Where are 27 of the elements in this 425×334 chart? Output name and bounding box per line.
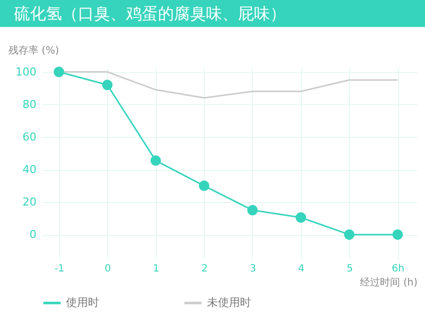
x-axis-title: 经过时间 (h)	[360, 276, 418, 288]
point	[198, 180, 210, 192]
x-tick-label: 5	[346, 264, 353, 274]
y-axis-title: 残存率 (%)	[8, 44, 60, 56]
legend-label: 未使用时	[207, 296, 251, 309]
x-tick-label: 1	[153, 264, 160, 274]
point	[392, 229, 403, 240]
y-tick-label: 80	[22, 98, 36, 111]
x-tick-label: -1	[54, 264, 64, 274]
chart-title: 硫化氢（口臭、鸡蛋的腐臭味、屁味）	[0, 0, 425, 27]
y-tick-label: 100	[16, 65, 36, 78]
point	[102, 80, 113, 90]
x-tick-label: 3	[250, 264, 256, 274]
y-tick-label: 60	[22, 130, 36, 144]
point	[344, 229, 354, 240]
point	[150, 155, 161, 166]
point	[54, 66, 64, 78]
x-tick-label: 0	[104, 264, 112, 274]
y-tick-label: 20	[22, 196, 36, 209]
x-tick-label: 2	[201, 264, 208, 274]
point	[296, 212, 306, 223]
point	[247, 204, 258, 216]
x-tick-label: 6h	[392, 264, 404, 274]
legend-label: 使用时	[66, 296, 99, 309]
y-tick-label: 0	[30, 228, 36, 242]
x-tick-label: 4	[298, 264, 305, 274]
y-tick-label: 40	[22, 163, 36, 176]
